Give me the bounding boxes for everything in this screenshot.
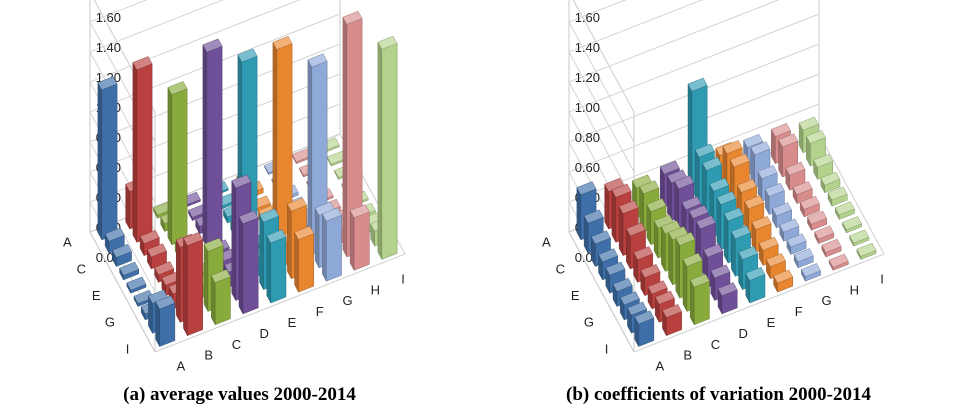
bars (97, 10, 398, 347)
z-tick-label: 1.60 (575, 10, 600, 25)
col-tick-label: E (288, 315, 297, 330)
col-tick-label: B (683, 348, 692, 363)
row-tick-label: G (584, 315, 594, 330)
col-tick-label: A (656, 359, 665, 374)
bar (849, 229, 870, 247)
z-gridline (568, 0, 780, 203)
bar (97, 76, 118, 241)
col-tick-label: G (342, 293, 352, 308)
bar (202, 38, 223, 248)
row-tick-label: E (571, 288, 580, 303)
bar (155, 295, 176, 347)
col-tick-label: H (371, 282, 380, 297)
z-tick-label: 1.40 (575, 40, 600, 55)
z-tick-label: 0.60 (575, 160, 600, 175)
bar (827, 186, 848, 207)
z-tick-label: 1.20 (575, 70, 600, 85)
bar (266, 229, 287, 304)
bar (634, 310, 655, 347)
bar (779, 218, 800, 242)
z-tick-label: 1.60 (96, 10, 121, 25)
bar (377, 35, 398, 260)
bar (842, 216, 862, 234)
col-tick-label: H (850, 282, 859, 297)
col-tick-label: G (821, 293, 831, 308)
floor (89, 133, 406, 353)
bar (773, 269, 794, 293)
z-gridline (568, 0, 635, 143)
bar (210, 269, 231, 326)
bar (821, 238, 842, 258)
col-tick-label: C (232, 337, 241, 352)
bars (576, 77, 877, 347)
bar (793, 248, 814, 269)
row-tick-label: A (542, 235, 551, 250)
bar (814, 225, 835, 244)
bar (717, 282, 738, 315)
bar (689, 273, 710, 326)
bar (167, 81, 188, 246)
bar (342, 10, 363, 258)
col-tick-label: D (260, 326, 269, 341)
col-tick-label: C (711, 337, 720, 352)
z-gridline (572, 0, 635, 113)
z-tick-label: 1.00 (575, 100, 600, 115)
bar (792, 181, 813, 204)
col-tick-label: F (795, 304, 803, 319)
caption-a: (a) average values 2000-2014 (123, 384, 356, 405)
z-gridline (568, 0, 704, 173)
bar (183, 232, 203, 336)
row-tick-label: E (92, 288, 101, 303)
bar (238, 210, 259, 315)
caption-b: (b) coefficients of variation 2000-2014 (566, 384, 871, 405)
chart-b-coefficients-of-variation: 0.000.200.400.600.801.001.201.401.60ACEG… (542, 0, 885, 374)
row-tick-label: G (105, 315, 115, 330)
bar (834, 201, 855, 220)
row-tick-label: I (605, 341, 609, 356)
z-tick-label: 0.80 (575, 130, 600, 145)
col-tick-label: I (880, 271, 884, 286)
bar (112, 243, 132, 267)
bar (807, 210, 827, 231)
row-tick-label: C (77, 261, 86, 276)
chart-a-average-values: 0.000.200.400.600.801.001.201.401.60ACEG… (63, 0, 406, 374)
col-tick-label: F (316, 304, 324, 319)
col-tick-label: E (767, 315, 776, 330)
bar (662, 304, 682, 336)
bar (786, 233, 807, 255)
row-tick-label: A (63, 235, 72, 250)
bar (820, 171, 841, 194)
row-tick-label: I (126, 341, 130, 356)
bar (294, 226, 315, 293)
col-tick-label: I (401, 271, 405, 286)
col-tick-label: A (177, 359, 186, 374)
bar (745, 266, 766, 304)
bar (828, 253, 849, 271)
bar (799, 195, 820, 218)
bar (126, 276, 147, 294)
bar (132, 56, 153, 243)
bar (119, 261, 140, 281)
col-tick-label: D (739, 326, 748, 341)
bar (322, 207, 342, 282)
bar (349, 204, 370, 271)
row-tick-label: C (556, 261, 565, 276)
z-tick-label: 1.40 (96, 40, 121, 55)
bar (856, 242, 877, 260)
bar (801, 263, 821, 282)
col-tick-label: B (204, 348, 213, 363)
